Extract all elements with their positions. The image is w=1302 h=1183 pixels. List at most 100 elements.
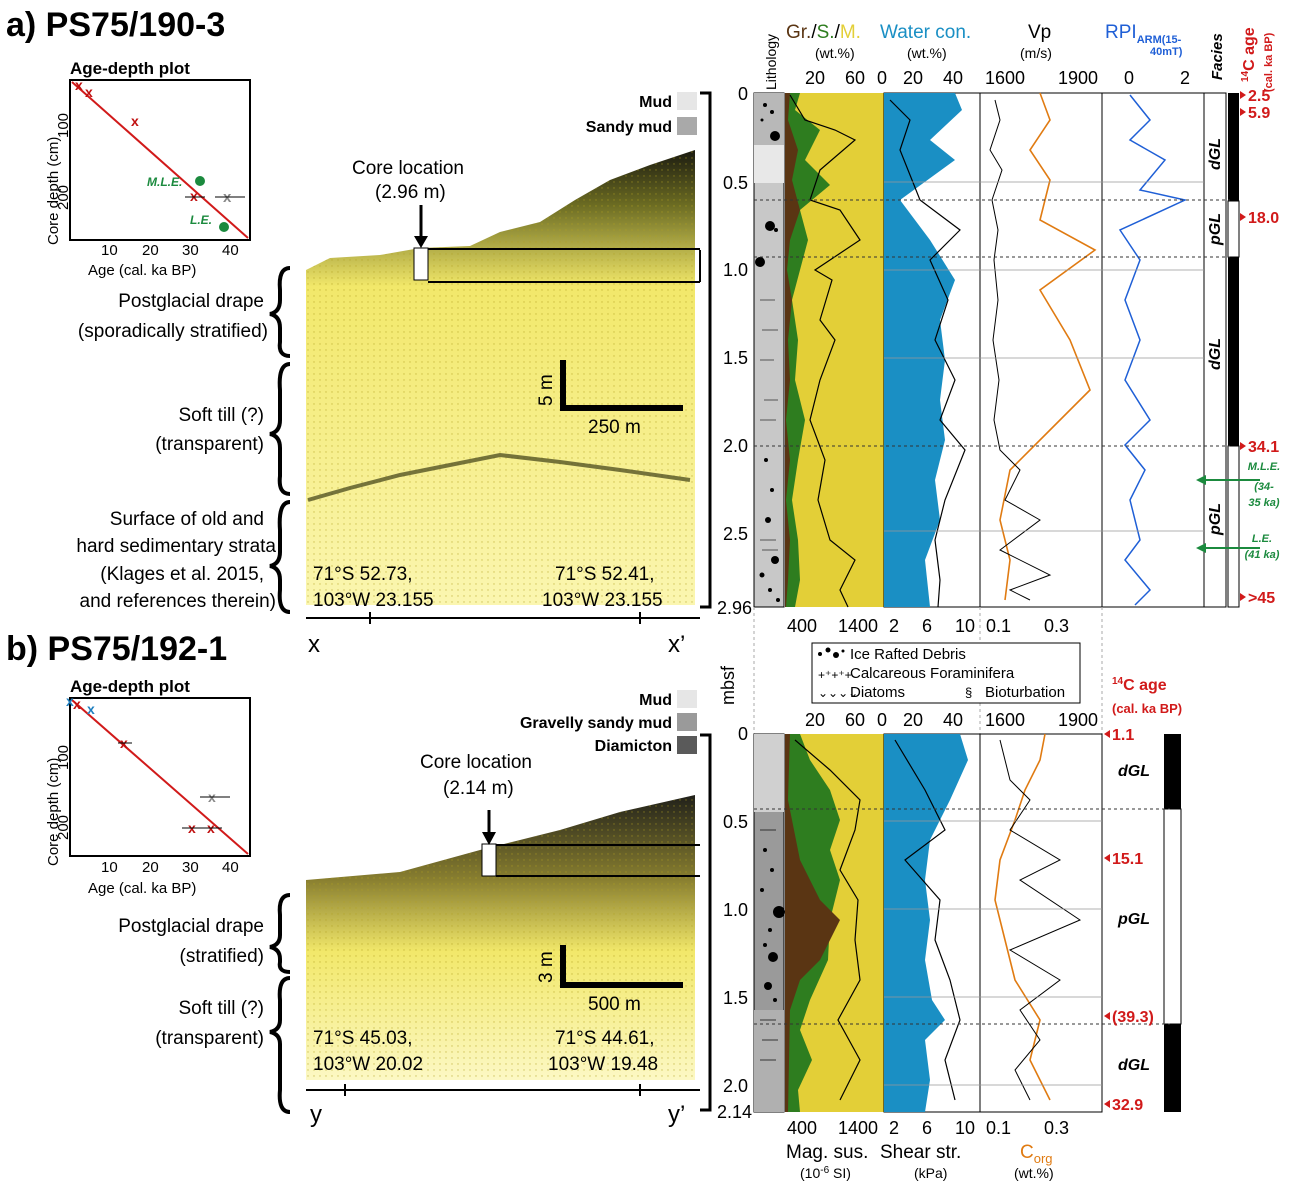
vp-header: Vp <box>1028 22 1051 43</box>
age-plot-a-ylabel: Core depth (cm) <box>45 137 62 245</box>
mbsf-label: mbsf <box>718 665 738 705</box>
age-plot-b-xlabel: Age (cal. ka BP) <box>88 880 196 897</box>
age-unit-a: (cal. ka BP) <box>1263 32 1275 92</box>
tick-corg-01-a: 0.1 <box>986 616 1011 636</box>
water-header: Water con. <box>880 22 971 43</box>
facies-a-3: dGL <box>1207 338 1224 370</box>
tick-b-shear-2: 2 <box>889 1118 899 1138</box>
le-label-a: L.E. <box>190 213 212 227</box>
magsus-label: Mag. sus. <box>786 1142 868 1163</box>
legend-diatoms: Diatoms <box>850 684 905 701</box>
depth-a-20: 2.0 <box>723 436 748 456</box>
panel-a-title: a) PS75/190-3 <box>6 6 225 44</box>
legend-diamicton-b: Diamicton <box>595 738 672 755</box>
tick-b-water-40: 40 <box>943 710 963 730</box>
facies-a-1: dGL <box>1207 138 1224 170</box>
age-a-2: 5.9 <box>1248 105 1270 122</box>
svg-text:⌄⌄⌄⌄: ⌄⌄⌄⌄ <box>818 686 858 700</box>
tick-b-grain-60: 60 <box>845 710 865 730</box>
core-log-a: Lithology <box>717 22 1280 735</box>
depth-a-05: 0.5 <box>723 173 748 193</box>
mle-note-3: 35 ka) <box>1248 497 1280 509</box>
lithology-header-a: Lithology <box>763 34 779 90</box>
svg-text:§: § <box>965 685 972 700</box>
depth-b-0: 0 <box>738 724 748 744</box>
age-plot-a-xlabel: Age (cal. ka BP) <box>88 262 196 279</box>
unit-a-2-line2: (transparent) <box>155 434 264 455</box>
legend-mud-b: Mud <box>639 692 672 709</box>
age-plot-b-ylabel: Core depth (cm) <box>45 758 62 866</box>
unit-b-2-line1: Soft till (?) <box>178 998 264 1019</box>
tick-rpi-0: 0 <box>1124 68 1134 88</box>
tick-rpi-2: 2 <box>1180 68 1190 88</box>
age-plot-b-xtick: 40 <box>222 859 239 876</box>
tick-shear-6-a: 6 <box>922 616 932 636</box>
age-a-5: >45 <box>1248 590 1275 607</box>
age-plot-a-xtick: 20 <box>142 242 159 259</box>
unit-a-3-line3: (Klages et al. 2015, <box>100 564 264 585</box>
mle-note-1: M.L.E. <box>1248 461 1280 473</box>
unit-b-2-line2: (transparent) <box>155 1028 264 1049</box>
tick-b-shear-10: 10 <box>955 1118 975 1138</box>
y-left: y <box>310 1101 322 1128</box>
tick-grain-60: 60 <box>845 68 865 88</box>
tick-vp-1900: 1900 <box>1058 68 1098 88</box>
depth-a-25: 2.5 <box>723 524 748 544</box>
magsus-exp: -6 <box>820 1165 829 1176</box>
tick-vp-1600: 1600 <box>985 68 1025 88</box>
tick-water-20: 20 <box>903 68 923 88</box>
age-header-a: C age <box>1241 27 1258 71</box>
core-location-a: Core location <box>352 158 464 179</box>
tick-shear-10-a: 10 <box>955 616 975 636</box>
svg-text:x: x <box>75 77 83 93</box>
panel-b-title: b) PS75/192-1 <box>6 630 227 668</box>
age-plot-b-xtick: 30 <box>182 859 199 876</box>
symbol-legend: Ice Rafted Debris Calcareous Foraminifer… <box>718 642 1081 705</box>
age-a-1: 2.5 <box>1248 88 1270 105</box>
scale-v-a: 5 m <box>536 374 557 406</box>
coord-right-b-2: 103°W 19.48 <box>548 1054 658 1075</box>
coord-left-a-1: 71°S 52.73, <box>313 564 413 585</box>
age-plot-a-ytick: 100 <box>55 113 72 138</box>
corg-unit: (wt.%) <box>1014 1165 1054 1181</box>
tick-b-corg-03: 0.3 <box>1044 1118 1069 1138</box>
water-unit-a: (wt.%) <box>907 45 947 61</box>
depth-a-15: 1.5 <box>723 348 748 368</box>
age-plot-a-title: Age-depth plot <box>70 59 190 78</box>
rpi-sub: ARM(15- <box>1137 34 1182 46</box>
core-depth-a: (2.96 m) <box>375 182 446 203</box>
tick-shear-2-a: 2 <box>889 616 899 636</box>
rpi-header: RPI <box>1105 22 1137 43</box>
svg-text:14C age: 14C age <box>1112 676 1167 694</box>
facies-a-2: pGL <box>1207 213 1224 246</box>
svg-text:x: x <box>73 696 81 712</box>
age-b-1: 1.1 <box>1112 727 1134 744</box>
unit-a-3-line2: hard sedimentary strata <box>76 536 276 557</box>
svg-text:(10-6 SI): (10-6 SI) <box>800 1165 851 1181</box>
depth-b-10: 1.0 <box>723 900 748 920</box>
age-plot-a-xtick: 40 <box>222 242 239 259</box>
scale-h-b: 500 m <box>588 994 641 1015</box>
unit-labels-a: Postglacial drape (sporadically stratifi… <box>76 266 291 614</box>
svg-text:RPIARM(15-: RPIARM(15- <box>1105 22 1182 46</box>
legend-gsm-b: Gravelly sandy mud <box>520 715 672 732</box>
tick-water-0: 0 <box>877 68 887 88</box>
age-b-2: 15.1 <box>1112 851 1143 868</box>
tick-b-shear-6: 6 <box>922 1118 932 1138</box>
y-right: y’ <box>668 1101 685 1128</box>
tick-b-vp-1600: 1600 <box>985 710 1025 730</box>
coord-left-b-1: 71°S 45.03, <box>313 1028 413 1049</box>
tick-b-grain-20: 20 <box>805 710 825 730</box>
legend-ird: Ice Rafted Debris <box>850 646 966 663</box>
age-plot-b-ytick: 200 <box>55 815 72 840</box>
coord-left-a-2: 103°W 23.155 <box>313 590 434 611</box>
facies-b-1: dGL <box>1118 763 1150 780</box>
coord-right-a-1: 71°S 52.41, <box>555 564 655 585</box>
tick-magsus-1400-a: 1400 <box>838 616 878 636</box>
depth-a-0: 0 <box>738 84 748 104</box>
unit-a-3-line1: Surface of old and <box>110 509 264 530</box>
coord-left-b-2: 103°W 20.02 <box>313 1054 423 1075</box>
unit-a-1-line2: (sporadically stratified) <box>78 321 268 342</box>
magsus-unit2: SI) <box>829 1165 851 1181</box>
